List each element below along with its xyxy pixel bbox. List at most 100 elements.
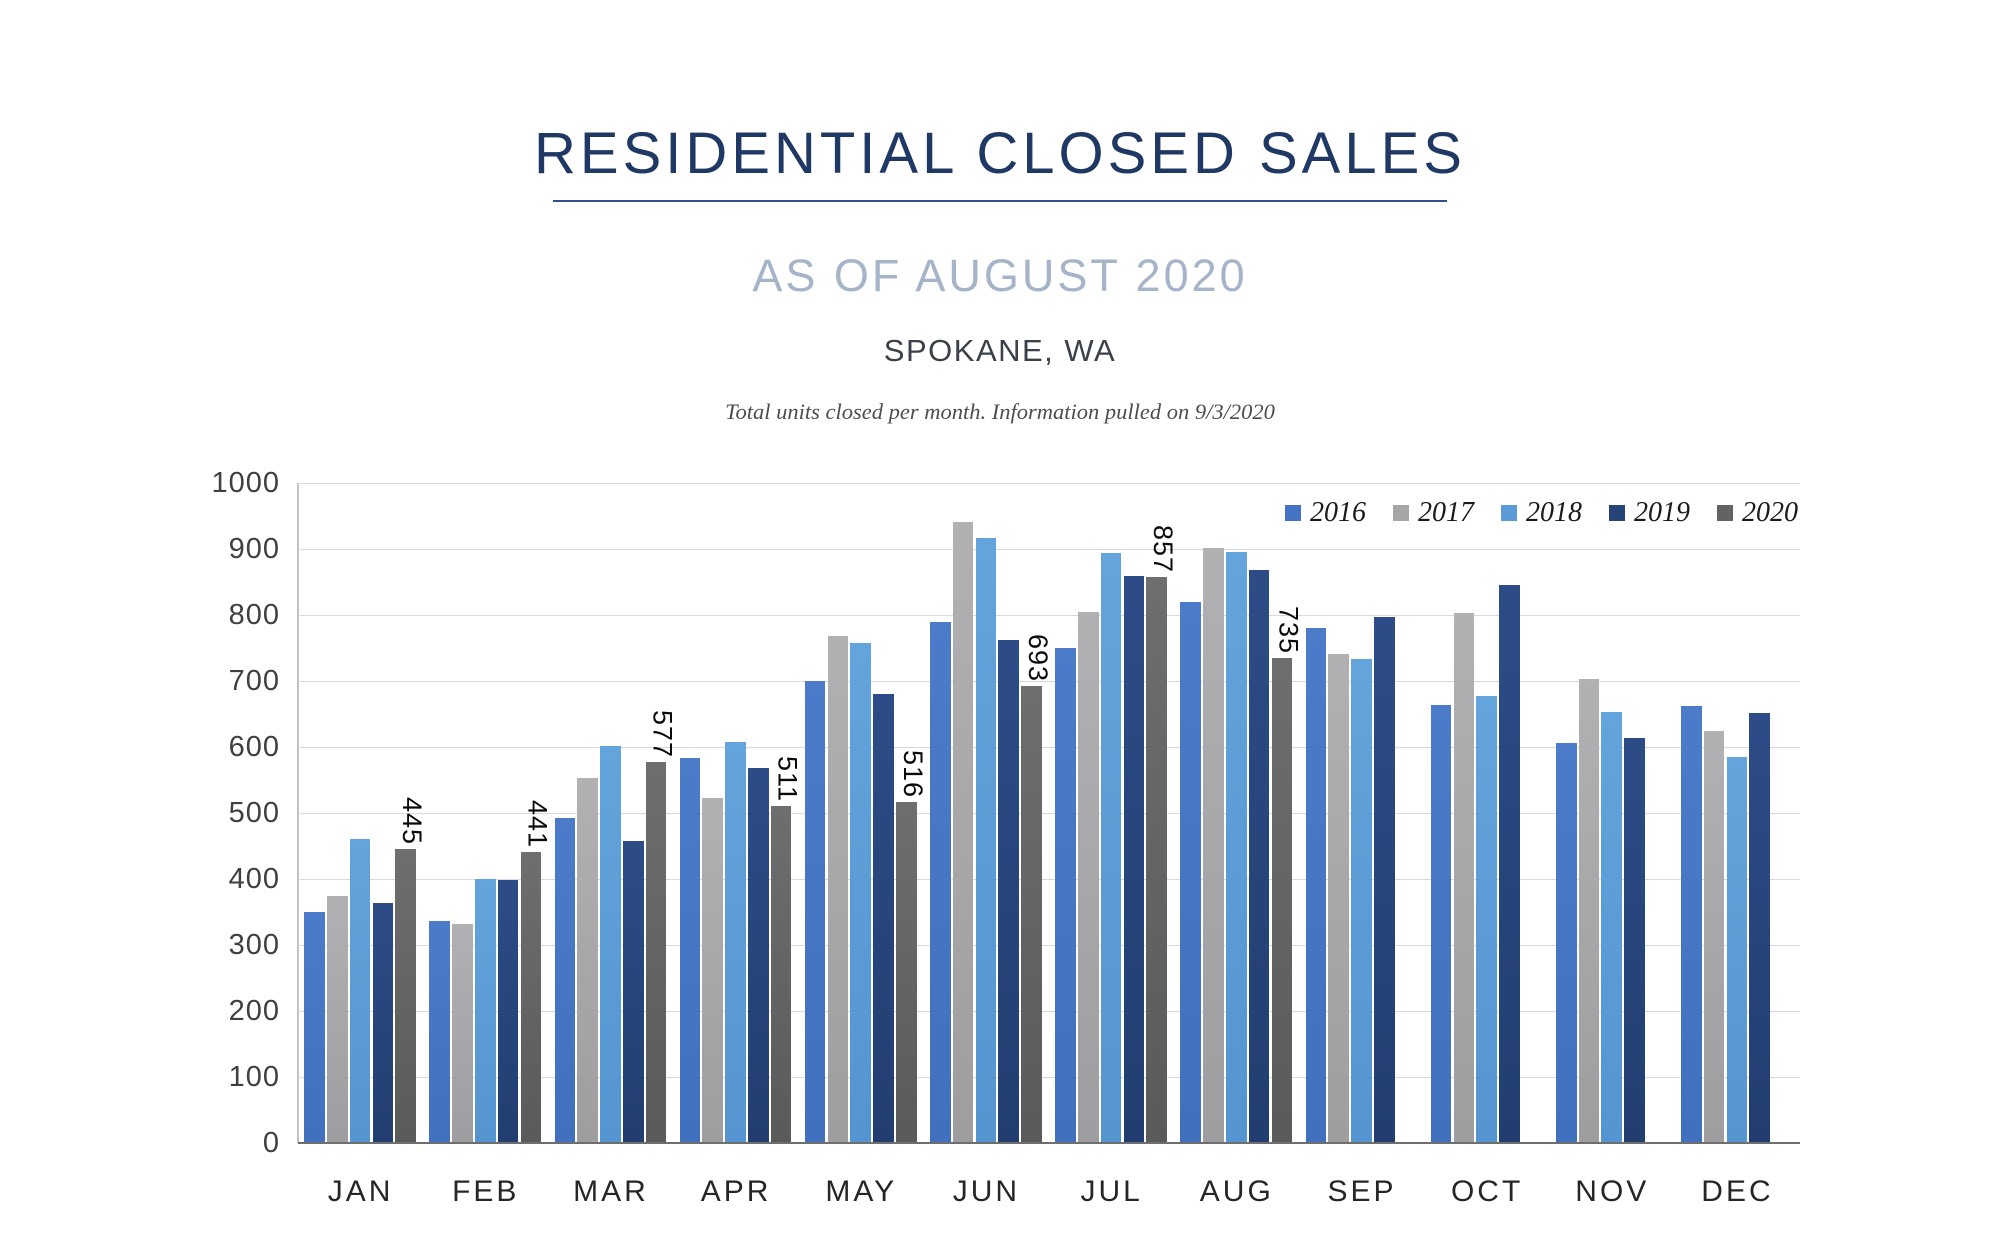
bar-2019-feb	[497, 879, 519, 1143]
bar-slot	[429, 483, 452, 1143]
month-group-jun: 693 JUN	[924, 483, 1053, 1208]
y-tick-label: 200	[228, 995, 280, 1027]
bar-2019-oct	[1499, 585, 1520, 1143]
bar-2017-sep	[1328, 653, 1349, 1143]
y-tick-label: 900	[228, 533, 280, 565]
gridline	[298, 945, 1800, 946]
x-tick-label-aug: AUG	[1199, 1175, 1274, 1208]
legend-item-2016: 2016	[1285, 497, 1366, 529]
bar-2016-oct	[1430, 705, 1452, 1143]
x-tick-label-oct: OCT	[1450, 1175, 1524, 1208]
x-tick-label-jul: JUL	[1080, 1175, 1143, 1208]
bar-2016-jul	[1055, 648, 1076, 1143]
bar-2016-mar	[554, 817, 576, 1143]
bar-2016-aug	[1180, 601, 1201, 1143]
bar-2017-jul	[1078, 611, 1099, 1143]
bar-slot	[1499, 483, 1522, 1143]
legend: 2016 2017 2018 2019 2020	[1285, 497, 1798, 529]
bar-2018-feb	[474, 879, 496, 1143]
bar-2018-oct	[1476, 695, 1497, 1143]
chart-subtitle: AS OF AUGUST 2020	[752, 249, 1248, 301]
bar-slot	[1305, 483, 1328, 1143]
bar-slot	[747, 483, 770, 1143]
legend-item-2020: 2020	[1717, 497, 1798, 529]
bar-2018-jan	[349, 839, 371, 1143]
y-tick-label: 0	[262, 1127, 280, 1159]
bar-2018-nov	[1601, 712, 1623, 1143]
bar-2020-feb	[520, 851, 542, 1143]
y-tick-label: 600	[228, 731, 280, 763]
y-tick-label: 1000	[211, 467, 280, 499]
bar-2020-aug	[1271, 657, 1293, 1143]
bar-slot	[474, 483, 497, 1143]
month-group-jan: 445 JAN	[298, 483, 427, 1208]
data-label-2020-apr: 511	[772, 755, 803, 802]
month-group-may: 516 MAY	[799, 483, 928, 1208]
x-tick-label-may: MAY	[825, 1175, 898, 1208]
bar-slot	[577, 483, 600, 1143]
bar-slot	[1351, 483, 1374, 1143]
bar-slot	[1396, 483, 1419, 1143]
bar-2018-aug	[1225, 552, 1247, 1143]
bar-slot	[1100, 483, 1123, 1143]
bar-2020-jul	[1146, 577, 1167, 1143]
bar-slot	[1430, 483, 1453, 1143]
bar-2017-mar	[577, 778, 598, 1143]
bar-slot	[1624, 483, 1647, 1143]
bar-2016-nov	[1555, 743, 1577, 1143]
bar-slot	[827, 483, 850, 1143]
bar-slot	[1772, 483, 1795, 1143]
data-label-2020-jul: 857	[1148, 525, 1179, 574]
bar-slot	[679, 483, 702, 1143]
bar-slot: 441	[520, 483, 552, 1143]
legend-swatch-2019	[1609, 505, 1625, 521]
bar-slot: 857	[1146, 483, 1178, 1143]
bar-2017-nov	[1578, 679, 1600, 1143]
month-group-apr: 511 APR	[674, 483, 803, 1208]
bar-slot	[1726, 483, 1749, 1143]
bar-slot	[1521, 483, 1544, 1143]
legend-swatch-2016	[1285, 505, 1301, 521]
month-group-feb: 441 FEB	[423, 483, 552, 1208]
y-tick-label: 500	[228, 797, 280, 829]
legend-swatch-2018	[1501, 505, 1517, 521]
chart-location: SPOKANE, WA	[883, 333, 1117, 369]
bar-slot	[349, 483, 372, 1143]
bar-2019-jan	[372, 903, 394, 1143]
bar-slot	[1476, 483, 1499, 1143]
bar-slot: 577	[645, 483, 678, 1143]
bar-slot	[452, 483, 475, 1143]
bar-2019-sep	[1373, 616, 1395, 1143]
month-group-aug: 735 AUG	[1174, 483, 1303, 1208]
bar-2018-jul	[1100, 552, 1122, 1143]
gridline	[298, 681, 1800, 682]
month-group-nov: NOV	[1550, 483, 1675, 1208]
bar-groups: 445 JAN 441 FEB 577 MAR 511 APR 516 MAY 693 JUN 857 J…	[298, 483, 1800, 1208]
bar-slot	[702, 483, 725, 1143]
bar-slot	[1203, 483, 1226, 1143]
x-tick-label-nov: NOV	[1575, 1175, 1650, 1208]
bar-slot	[873, 483, 896, 1143]
gridline	[298, 813, 1800, 814]
gridline	[298, 483, 1800, 484]
bar-2019-aug	[1248, 570, 1270, 1143]
gridline	[298, 879, 1800, 880]
bar-2017-feb	[452, 923, 473, 1143]
bar-slot	[1453, 483, 1476, 1143]
gridline	[298, 549, 1800, 550]
gridline	[298, 1011, 1800, 1012]
month-group-oct: OCT	[1425, 483, 1550, 1208]
bar-2018-mar	[600, 746, 621, 1143]
bar-slot	[975, 483, 998, 1143]
bar-slot	[1749, 483, 1772, 1143]
data-label-2020-jan: 445	[397, 797, 428, 846]
x-tick-label-dec: DEC	[1701, 1175, 1774, 1208]
bar-2016-jun	[930, 621, 951, 1143]
month-group-jul: 857 JUL	[1049, 483, 1178, 1208]
x-tick-label-mar: MAR	[573, 1175, 649, 1208]
bar-slot	[1328, 483, 1351, 1143]
legend-swatch-2017	[1393, 505, 1409, 521]
bar-2019-jul	[1123, 576, 1145, 1143]
bar-2016-sep	[1305, 628, 1327, 1143]
